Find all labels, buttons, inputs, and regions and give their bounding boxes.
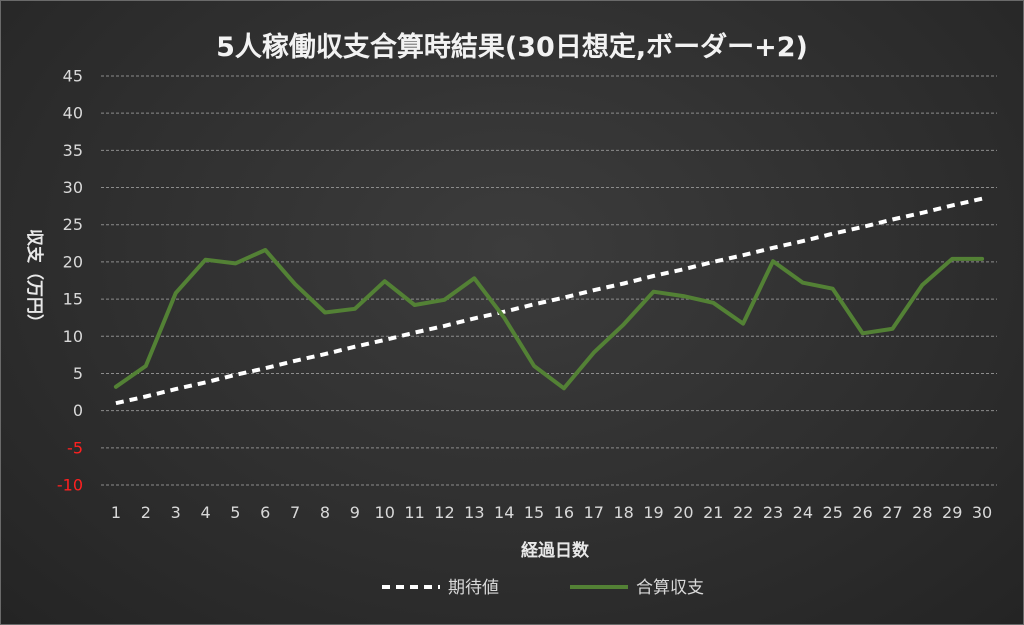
x-tick-label: 20 (673, 503, 693, 522)
x-tick-label: 24 (793, 503, 813, 522)
legend: 期待値 合算収支 (382, 578, 704, 598)
x-axis-title: 経過日数 (521, 540, 590, 561)
legend-item: 期待値 (382, 578, 499, 598)
x-tick-label: 1 (111, 503, 121, 522)
gridlines (101, 75, 997, 486)
y-tick-label: 45 (63, 67, 83, 86)
y-tick-label: 15 (63, 290, 83, 309)
y-axis-ticks: 45 40 35 30 25 20 15 10 5 0 -5 -10 (57, 67, 83, 495)
y-tick-label: 0 (73, 401, 83, 420)
x-tick-label: 2 (141, 503, 151, 522)
x-tick-label: 8 (320, 503, 330, 522)
y-tick-label: -5 (67, 438, 83, 457)
x-tick-label: 11 (404, 503, 424, 522)
series-line-combined (113, 248, 985, 391)
x-tick-label: 5 (230, 503, 240, 522)
legend-label: 期待値 (448, 578, 499, 598)
x-tick-label: 28 (912, 503, 932, 522)
x-tick-label: 19 (643, 503, 663, 522)
x-tick-label: 26 (852, 503, 872, 522)
legend-label: 合算収支 (636, 578, 704, 598)
y-axis-title: 収支（万円） (24, 229, 45, 331)
y-tick-label: 40 (63, 104, 83, 123)
y-tick-label: -10 (57, 476, 83, 495)
legend-item: 合算収支 (570, 578, 704, 598)
x-tick-label: 4 (200, 503, 210, 522)
y-tick-label: 20 (63, 252, 83, 271)
x-tick-label: 25 (823, 503, 843, 522)
x-tick-label: 9 (350, 503, 360, 522)
x-tick-label: 29 (942, 503, 962, 522)
x-tick-label: 22 (733, 503, 753, 522)
x-tick-label: 18 (613, 503, 633, 522)
y-tick-label: 30 (63, 178, 83, 197)
x-tick-label: 16 (554, 503, 574, 522)
x-tick-label: 6 (260, 503, 270, 522)
x-tick-label: 12 (434, 503, 454, 522)
x-tick-label: 15 (524, 503, 544, 522)
chart-title: 5人稼働収支合算時結果(30日想定,ボーダー+2) (216, 31, 808, 63)
x-tick-label: 17 (584, 503, 604, 522)
x-axis-ticks: 1 2 3 4 5 6 7 8 9 10 11 12 13 14 15 16 17 18 19 20 21 22 23 24 2… (111, 503, 992, 522)
x-tick-label: 13 (464, 503, 484, 522)
x-tick-label: 14 (494, 503, 514, 522)
y-tick-label: 5 (73, 364, 83, 383)
y-tick-label: 25 (63, 215, 83, 234)
x-tick-label: 7 (290, 503, 300, 522)
y-tick-label: 10 (63, 327, 83, 346)
x-tick-label: 21 (703, 503, 723, 522)
y-tick-label: 35 (63, 141, 83, 160)
x-tick-label: 30 (972, 503, 992, 522)
series-lines (113, 196, 985, 406)
x-tick-label: 10 (375, 503, 395, 522)
x-tick-label: 23 (763, 503, 783, 522)
series-line-expected (115, 196, 983, 406)
x-tick-label: 27 (882, 503, 902, 522)
x-tick-label: 3 (171, 503, 181, 522)
